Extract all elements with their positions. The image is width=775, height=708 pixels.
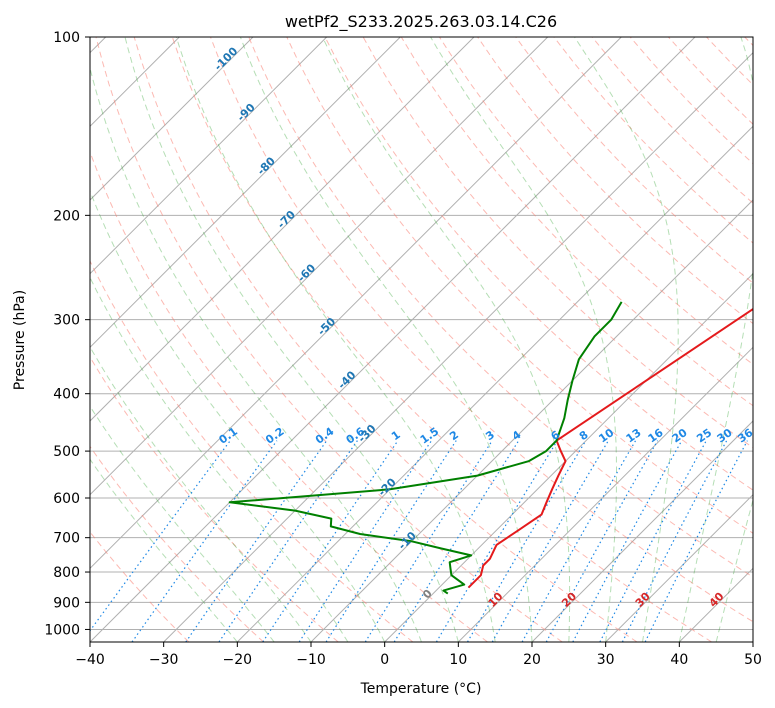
isotherm-line xyxy=(90,37,549,496)
moist-adiabat-line xyxy=(90,405,275,642)
isotherm-line xyxy=(236,125,753,642)
dry-adiabat-line xyxy=(210,37,753,623)
y-tick-label: 1000 xyxy=(44,622,80,638)
moist-adiabat-line xyxy=(322,37,571,642)
isotherm-line xyxy=(90,37,622,570)
dry-adiabat-line xyxy=(133,37,638,642)
isotherm-line xyxy=(90,37,475,422)
isotherm-line xyxy=(163,51,753,642)
moist-adiabat-line xyxy=(90,276,349,642)
dry-adiabat-line xyxy=(248,37,753,578)
y-tick-label: 700 xyxy=(53,531,80,547)
dry-adiabat-line xyxy=(515,37,753,284)
moist-adiabat-line xyxy=(90,189,386,642)
isotherm-line xyxy=(605,493,753,642)
x-tick-label: −20 xyxy=(223,652,253,668)
plot-frame xyxy=(89,36,754,643)
mixing-ratio-line xyxy=(599,440,707,642)
isotherm-line xyxy=(90,37,696,642)
mixing-ratio-line xyxy=(185,440,328,642)
moist-adiabat-line xyxy=(239,37,533,642)
x-tick-label: 30 xyxy=(597,652,615,668)
mixing-ratio-line xyxy=(545,440,659,642)
mixing-ratio-line xyxy=(131,440,278,642)
isotherm-line xyxy=(457,346,753,642)
isotherm-line xyxy=(90,37,328,275)
mixing-ratio-line xyxy=(364,440,493,642)
moist-adiabat-line xyxy=(90,345,312,642)
mixing-ratio-line xyxy=(491,440,609,642)
y-tick-label: 100 xyxy=(53,30,80,46)
x-tick-label: −30 xyxy=(149,652,179,668)
mixing-ratio-line xyxy=(393,440,520,642)
mixing-ratio-line xyxy=(466,440,587,642)
moist-adiabat-line xyxy=(90,458,238,642)
x-tick-label: −10 xyxy=(296,652,326,668)
x-tick-label: 0 xyxy=(380,652,389,668)
moist-adiabat-line xyxy=(175,37,496,642)
dry-adiabat-line xyxy=(90,259,414,642)
y-tick-label: 200 xyxy=(53,208,80,224)
mixing-ratio-line xyxy=(572,440,683,642)
y-tick-label: 500 xyxy=(53,444,80,460)
moist-adiabat-line xyxy=(124,37,459,642)
isotherm-line xyxy=(90,37,254,201)
x-tick-label: 50 xyxy=(744,652,762,668)
mixing-ratio-line xyxy=(521,440,637,642)
mixing-ratio-line xyxy=(621,440,728,642)
y-tick-label: 400 xyxy=(53,387,80,403)
dry-adiabat-line xyxy=(286,37,753,534)
dry-adiabat-line xyxy=(171,37,712,642)
dry-adiabat-line xyxy=(324,37,753,491)
dry-adiabat-line xyxy=(90,445,264,642)
x-tick-label: −40 xyxy=(75,652,105,668)
moist-adiabat-line xyxy=(430,37,617,642)
y-tick-label: 300 xyxy=(53,313,80,329)
moist-adiabat-line xyxy=(90,65,422,642)
isotherm-line xyxy=(531,420,753,642)
y-tick-label: 600 xyxy=(53,491,80,507)
moist-adiabat-line xyxy=(574,37,679,642)
dry-adiabat-line xyxy=(95,37,563,642)
moist-adiabat-line xyxy=(678,37,753,642)
x-tick-label: 10 xyxy=(449,652,467,668)
isotherm-line xyxy=(90,37,401,349)
x-tick-label: 40 xyxy=(670,652,688,668)
mixing-ratio-line xyxy=(644,440,748,642)
chart-title: wetPf2_S233.2025.263.03.14.C26 xyxy=(285,12,557,32)
moist-adiabat-line xyxy=(715,498,753,642)
dewpoint-profile-line xyxy=(228,301,623,595)
isotherm-line xyxy=(384,272,753,642)
x-tick-label: 20 xyxy=(523,652,541,668)
y-tick-label: 800 xyxy=(53,565,80,581)
mixing-ratio-line xyxy=(435,440,558,642)
temperature-profile-line xyxy=(467,307,753,589)
y-axis-label: Pressure (hPa) xyxy=(12,290,28,390)
x-axis-label: Temperature (°C) xyxy=(360,681,482,697)
y-tick-label: 900 xyxy=(53,595,80,611)
